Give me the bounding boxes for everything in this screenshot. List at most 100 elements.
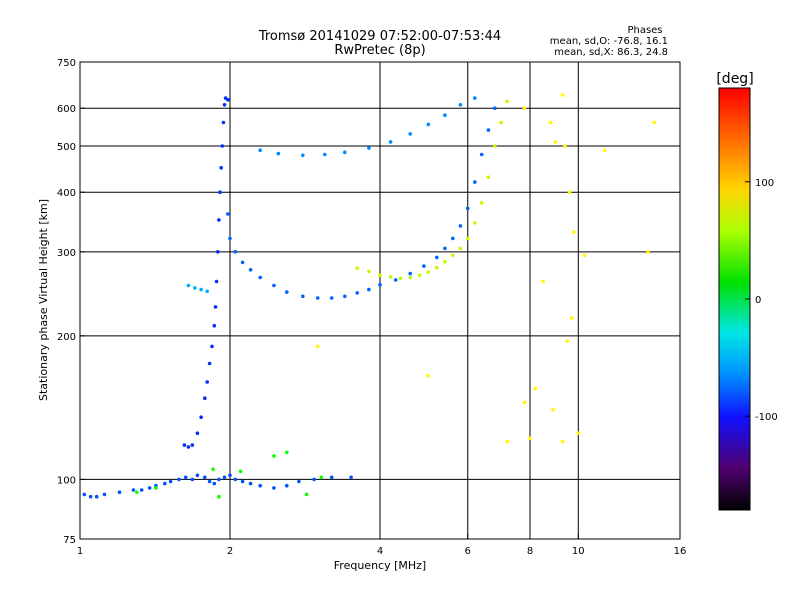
echo-point xyxy=(408,271,413,276)
echo-point xyxy=(131,488,136,492)
echo-point xyxy=(479,201,484,205)
y-tick-label: 600 xyxy=(57,104,76,115)
y-axis-ticks: 75 100 200 300 400 500 600 750 xyxy=(57,58,85,546)
echo-point xyxy=(408,275,413,280)
echo-point xyxy=(569,316,574,320)
x-axis-label: Frequency [MHz] xyxy=(334,559,426,572)
echo-point xyxy=(301,294,305,299)
echo-point xyxy=(301,153,305,158)
echo-point xyxy=(393,278,398,282)
echo-point xyxy=(473,180,477,184)
echo-point xyxy=(451,236,455,241)
phase-stats-title: Phases xyxy=(627,25,662,36)
echo-point xyxy=(323,152,327,157)
echo-point xyxy=(388,274,393,279)
echo-point xyxy=(228,473,232,478)
echo-point xyxy=(195,431,200,436)
echo-point xyxy=(355,291,360,295)
echo-point xyxy=(355,266,360,271)
x-tick-label: 2 xyxy=(227,546,233,557)
echo-point xyxy=(553,140,558,144)
echo-point xyxy=(458,103,463,107)
echo-point xyxy=(258,483,263,488)
echo-point xyxy=(417,273,422,278)
echo-point xyxy=(435,265,439,270)
echo-point xyxy=(147,486,152,490)
echo-point xyxy=(443,113,447,117)
echo-point xyxy=(163,481,167,486)
phase-stats-o: mean, sd,O: -76.8, 16.1 xyxy=(550,36,668,47)
x-tick-label: 6 xyxy=(465,546,471,557)
echo-point xyxy=(602,148,607,152)
y-tick-label: 300 xyxy=(57,248,76,259)
echo-point xyxy=(199,415,203,420)
x-tick-label: 10 xyxy=(572,546,585,557)
echo-point xyxy=(238,469,243,474)
echo-point xyxy=(272,454,276,458)
echo-point xyxy=(343,294,347,299)
echo-point xyxy=(398,276,403,281)
echo-point xyxy=(213,305,218,309)
echo-point xyxy=(443,259,447,264)
echo-point xyxy=(312,477,316,482)
echo-point xyxy=(304,492,309,497)
echo-point xyxy=(426,373,431,378)
echo-point xyxy=(205,380,209,384)
echo-point xyxy=(367,287,371,292)
echo-point xyxy=(186,283,191,288)
echo-point xyxy=(315,296,320,300)
chart-title: Tromsø 20141029 07:52:00-07:53:44 xyxy=(258,29,501,44)
echo-point xyxy=(522,400,527,405)
echo-point xyxy=(486,128,491,132)
echo-point xyxy=(646,250,650,254)
echo-point xyxy=(154,486,158,490)
echo-point xyxy=(522,106,527,110)
echo-point xyxy=(272,283,276,288)
y-tick-label: 75 xyxy=(63,535,76,546)
colorbar-tick-label: 0 xyxy=(755,295,761,306)
echo-point xyxy=(528,436,532,441)
echo-point xyxy=(533,386,538,391)
echo-point xyxy=(560,439,565,444)
echo-point xyxy=(217,218,221,222)
echo-point xyxy=(183,475,188,480)
echo-point xyxy=(551,407,555,412)
echo-point xyxy=(195,473,200,478)
echo-point xyxy=(426,270,431,274)
echo-point xyxy=(139,488,144,492)
echo-point xyxy=(426,122,431,127)
y-tick-label: 500 xyxy=(57,142,76,153)
echo-point xyxy=(285,483,289,488)
colorbar-tick-label: 100 xyxy=(755,178,774,189)
echo-point xyxy=(211,467,215,472)
gridlines xyxy=(80,62,680,539)
echo-point xyxy=(240,479,245,484)
echo-point xyxy=(212,323,217,328)
echo-point xyxy=(210,344,214,349)
y-tick-label: 750 xyxy=(57,58,76,69)
echo-point xyxy=(190,477,195,482)
echo-point xyxy=(367,269,371,274)
echo-point xyxy=(221,120,226,125)
echo-point xyxy=(182,443,187,447)
echo-point xyxy=(168,479,173,484)
echo-point xyxy=(135,490,139,495)
echo-point xyxy=(220,144,225,148)
echo-point xyxy=(226,212,230,216)
y-tick-label: 200 xyxy=(57,332,76,343)
echo-point xyxy=(226,98,230,102)
echo-point xyxy=(576,431,581,436)
echo-point xyxy=(82,492,87,497)
echo-point xyxy=(388,140,393,144)
echo-point xyxy=(222,475,227,480)
echo-point xyxy=(567,190,572,194)
echo-point xyxy=(248,268,253,272)
colorbar-tick-label: -100 xyxy=(755,412,778,423)
echo-point xyxy=(258,148,263,152)
echo-point xyxy=(479,152,484,157)
echo-point xyxy=(422,264,426,268)
echo-point xyxy=(443,246,447,251)
echo-point xyxy=(177,477,181,482)
echo-point xyxy=(276,151,281,156)
